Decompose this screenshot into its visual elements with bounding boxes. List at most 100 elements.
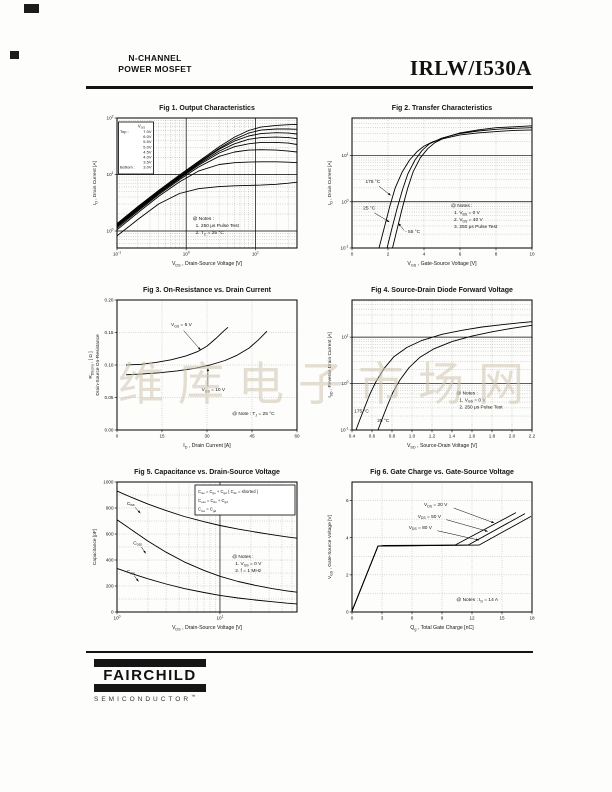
svg-text:RDS(on) , [ Ω ]: RDS(on) , [ Ω ] (88, 351, 94, 378)
svg-text:1. VGS = 0 V: 1. VGS = 0 V (235, 561, 262, 567)
svg-text:Crss: Crss (127, 569, 135, 575)
svg-text:@ Notes :: @ Notes : (451, 203, 472, 209)
svg-text:6: 6 (459, 252, 462, 257)
svg-text:2.0: 2.0 (509, 434, 516, 439)
svg-text:6: 6 (411, 616, 414, 621)
svg-text:100: 100 (342, 380, 349, 386)
svg-text:175 °C: 175 °C (366, 179, 381, 185)
svg-text:1. VGS = 0 V: 1. VGS = 0 V (459, 397, 486, 403)
svg-text:4.5V: 4.5V (143, 149, 152, 154)
svg-text:1.0: 1.0 (409, 434, 416, 439)
fig4-diode-forward-voltage-chart: Fig 4. Source-Drain Diode Forward Voltag… (322, 280, 552, 455)
svg-text:Fig 2. Transfer Characteristi: Fig 2. Transfer Characteristics (392, 105, 492, 112)
logo-bar-bottom (94, 685, 206, 693)
svg-text:VSD , Source-Drain Voltage [V: VSD , Source-Drain Voltage [V] (407, 443, 478, 449)
logo-brand-text: FAIRCHILD (94, 666, 206, 686)
svg-text:15: 15 (159, 434, 165, 439)
svg-text:400: 400 (106, 558, 114, 563)
svg-text:7.0V: 7.0V (143, 129, 152, 134)
svg-text:45: 45 (249, 434, 255, 439)
svg-text:0: 0 (111, 610, 114, 615)
svg-text:10-1: 10-1 (340, 427, 348, 433)
svg-text:1.2: 1.2 (429, 434, 436, 439)
svg-text:18: 18 (529, 616, 535, 621)
svg-text:100: 100 (114, 614, 121, 620)
svg-text:101: 101 (107, 171, 114, 177)
svg-text:25 °C: 25 °C (377, 418, 390, 424)
svg-text:0.4: 0.4 (349, 434, 356, 439)
svg-text:2. 250 μs Pulse Test: 2. 250 μs Pulse Test (459, 404, 503, 410)
svg-text:10-1: 10-1 (340, 245, 348, 251)
svg-text:3.5V: 3.5V (143, 160, 152, 165)
svg-text:1. VBS = 0 V: 1. VBS = 0 V (454, 210, 481, 216)
svg-text:@ Notes :: @ Notes : (232, 554, 253, 560)
svg-text:2. f = 1 MHz: 2. f = 1 MHz (235, 568, 262, 574)
svg-text:10-1: 10-1 (113, 250, 121, 256)
svg-text:ID , Drain Current [A]: ID , Drain Current [A] (92, 161, 98, 205)
svg-text:@ Notes : ID = 14 A: @ Notes : ID = 14 A (456, 597, 498, 603)
svg-text:Fig 6. Gate Charge vs. Gate-S: Fig 6. Gate Charge vs. Gate-Source Volta… (370, 469, 514, 476)
svg-text:@ Notes :: @ Notes : (193, 216, 214, 222)
svg-text:1.8: 1.8 (489, 434, 496, 439)
svg-text:0: 0 (351, 616, 354, 621)
svg-text:Capacitance [pF]: Capacitance [pF] (92, 529, 98, 565)
svg-text:VDS , Drain-Source Voltage [V: VDS , Drain-Source Voltage [V] (172, 625, 243, 631)
svg-text:9: 9 (441, 616, 444, 621)
svg-text:0.10: 0.10 (105, 363, 114, 368)
svg-text:1. 250 μs Pulse Test: 1. 250 μs Pulse Test (196, 223, 240, 229)
svg-text:600: 600 (106, 532, 114, 537)
svg-text:100: 100 (342, 198, 349, 204)
device-type-line2: POWER MOSFET (118, 64, 192, 75)
svg-text:ID , Drain Current [A]: ID , Drain Current [A] (327, 161, 333, 205)
svg-text:Coss = Cds + Cgd: Coss = Cds + Cgd (198, 498, 228, 504)
svg-text:Qg , Total Gate Charge [nC]: Qg , Total Gate Charge [nC] (410, 625, 474, 631)
svg-text:3. 250 μs Pulse Test: 3. 250 μs Pulse Test (454, 224, 498, 230)
svg-text:15: 15 (499, 616, 505, 621)
svg-text:0: 0 (346, 610, 349, 615)
fairchild-logo: FAIRCHILD SEMICONDUCTOR™ (94, 659, 206, 703)
svg-text:30: 30 (204, 434, 210, 439)
svg-text:VGS: VGS (138, 124, 145, 130)
scan-artifact-mark (24, 4, 39, 13)
svg-text:Coss: Coss (133, 540, 142, 546)
svg-text:@ Notes :: @ Notes : (456, 390, 477, 396)
svg-text:ISD , Reverse Drain Current [: ISD , Reverse Drain Current [A] (327, 332, 333, 397)
svg-text:25 °C: 25 °C (363, 206, 376, 212)
svg-text:2.2: 2.2 (529, 434, 536, 439)
svg-text:100: 100 (183, 250, 190, 256)
svg-text:Top :: Top : (120, 129, 129, 134)
svg-text:VGS , Gate-Source Voltage [V]: VGS , Gate-Source Voltage [V] (327, 515, 333, 579)
svg-text:10: 10 (529, 252, 535, 257)
svg-text:101: 101 (252, 250, 259, 256)
part-number: IRLW/I530A (409, 56, 532, 80)
fig5-capacitance-chart: Fig 5. Capacitance vs. Drain-Source Volt… (87, 462, 317, 637)
svg-text:- 55 °C: - 55 °C (405, 229, 421, 235)
svg-text:0.00: 0.00 (105, 428, 114, 433)
scan-artifact-mark (10, 51, 19, 59)
svg-text:0.05: 0.05 (105, 395, 114, 400)
svg-text:VGS = 10 V: VGS = 10 V (202, 387, 226, 393)
svg-text:101: 101 (216, 614, 223, 620)
fig2-transfer-characteristics-chart: Fig 2. Transfer Characteristics 0 2 4 6 8 10 10… (322, 98, 552, 273)
svg-text:6.0V: 6.0V (143, 134, 152, 139)
svg-text:2. TC = 25 °C: 2. TC = 25 °C (196, 230, 225, 236)
svg-text:12: 12 (469, 616, 475, 621)
svg-text:2. VDS = 40 V: 2. VDS = 40 V (454, 217, 483, 223)
svg-text:0.8: 0.8 (389, 434, 396, 439)
svg-text:VGS , Gate-Source Voltage [V]: VGS , Gate-Source Voltage [V] (407, 261, 477, 267)
svg-text:Crss = Cgd: Crss = Cgd (198, 507, 217, 513)
fig3-on-resistance-chart: Fig 3. On-Resistance vs. Drain Current 0 1… (87, 280, 317, 455)
svg-text:4: 4 (423, 252, 426, 257)
device-type-line1: N-CHANNEL (128, 53, 182, 63)
svg-text:VDS = 80 V: VDS = 80 V (409, 525, 433, 531)
svg-text:1000: 1000 (103, 480, 114, 485)
svg-text:ID , Drain Current [A]: ID , Drain Current [A] (183, 443, 231, 449)
device-type-heading: N-CHANNEL POWER MOSFET (105, 53, 205, 75)
svg-text:VGS = 5 V: VGS = 5 V (171, 322, 193, 328)
svg-text:Fig 4. Source-Drain Diode For: Fig 4. Source-Drain Diode Forward Voltag… (371, 287, 513, 294)
svg-text:0.6: 0.6 (369, 434, 376, 439)
svg-text:3: 3 (381, 616, 384, 621)
svg-text:Ciss = Cgs + Cgd ( Cds = sho: Ciss = Cgs + Cgd ( Cds = shorted ) (198, 489, 259, 495)
fig6-gate-charge-chart: Fig 6. Gate Charge vs. Gate-Source Volta… (322, 462, 552, 637)
